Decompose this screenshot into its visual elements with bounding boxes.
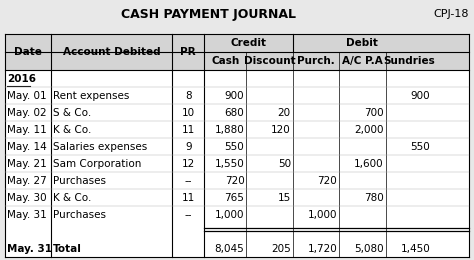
Text: 11: 11 [182,193,195,203]
Text: 5,080: 5,080 [354,244,384,254]
Text: 205: 205 [271,244,291,254]
Text: --: -- [184,210,192,220]
Text: May. 21: May. 21 [7,159,46,169]
Text: CPJ-18: CPJ-18 [434,9,469,19]
Text: Account Debited: Account Debited [63,47,160,57]
Text: Rent expenses: Rent expenses [53,91,129,101]
Text: CASH PAYMENT JOURNAL: CASH PAYMENT JOURNAL [121,8,296,21]
Text: PR: PR [181,47,196,57]
Text: 765: 765 [225,193,245,203]
Text: Sam Corporation: Sam Corporation [53,159,141,169]
Text: 15: 15 [278,193,291,203]
Text: Purch.: Purch. [297,56,335,66]
Text: S & Co.: S & Co. [53,108,91,118]
Text: 550: 550 [225,142,245,152]
Text: May. 11: May. 11 [7,125,46,135]
Text: 9: 9 [185,142,191,152]
Bar [5,34,469,70]
Text: Date: Date [14,47,42,57]
Text: 900: 900 [410,91,430,101]
Text: 50: 50 [278,159,291,169]
Text: 720: 720 [225,176,245,186]
Text: 8: 8 [185,91,191,101]
Text: 550: 550 [410,142,430,152]
Bar [5,34,469,257]
Text: 120: 120 [271,125,291,135]
Text: May. 31: May. 31 [7,244,52,254]
Text: May. 27: May. 27 [7,176,46,186]
Text: 680: 680 [225,108,245,118]
Text: 11: 11 [182,125,195,135]
Text: A/C P.A: A/C P.A [342,56,383,66]
Text: 2,000: 2,000 [354,125,384,135]
Text: 12: 12 [182,159,195,169]
Text: Salaries expenses: Salaries expenses [53,142,147,152]
Text: May. 31: May. 31 [7,210,46,220]
Text: 2016: 2016 [7,74,36,84]
Text: Credit: Credit [231,38,266,48]
Text: May. 14: May. 14 [7,142,46,152]
Text: 780: 780 [364,193,384,203]
Text: K & Co.: K & Co. [53,125,91,135]
Text: 8,045: 8,045 [215,244,245,254]
Text: 10: 10 [182,108,195,118]
Text: Cash: Cash [211,56,239,66]
Text: Sundries: Sundries [383,56,435,66]
Text: K & Co.: K & Co. [53,193,91,203]
Text: Total: Total [53,244,82,254]
Text: 1,000: 1,000 [308,210,337,220]
Text: May. 01: May. 01 [7,91,46,101]
Text: Purchases: Purchases [53,176,106,186]
Text: 1,880: 1,880 [215,125,245,135]
Text: Purchases: Purchases [53,210,106,220]
Text: 1,450: 1,450 [401,244,430,254]
Text: 720: 720 [318,176,337,186]
Text: 700: 700 [364,108,384,118]
Text: Discount: Discount [244,56,295,66]
Text: 20: 20 [278,108,291,118]
Text: 900: 900 [225,91,245,101]
Text: May. 02: May. 02 [7,108,46,118]
Text: --: -- [184,176,192,186]
Text: May. 30: May. 30 [7,193,46,203]
Text: 1,000: 1,000 [215,210,245,220]
Text: 1,720: 1,720 [308,244,337,254]
Text: Debit: Debit [346,38,378,48]
Text: 1,600: 1,600 [354,159,384,169]
Text: 1,550: 1,550 [215,159,245,169]
